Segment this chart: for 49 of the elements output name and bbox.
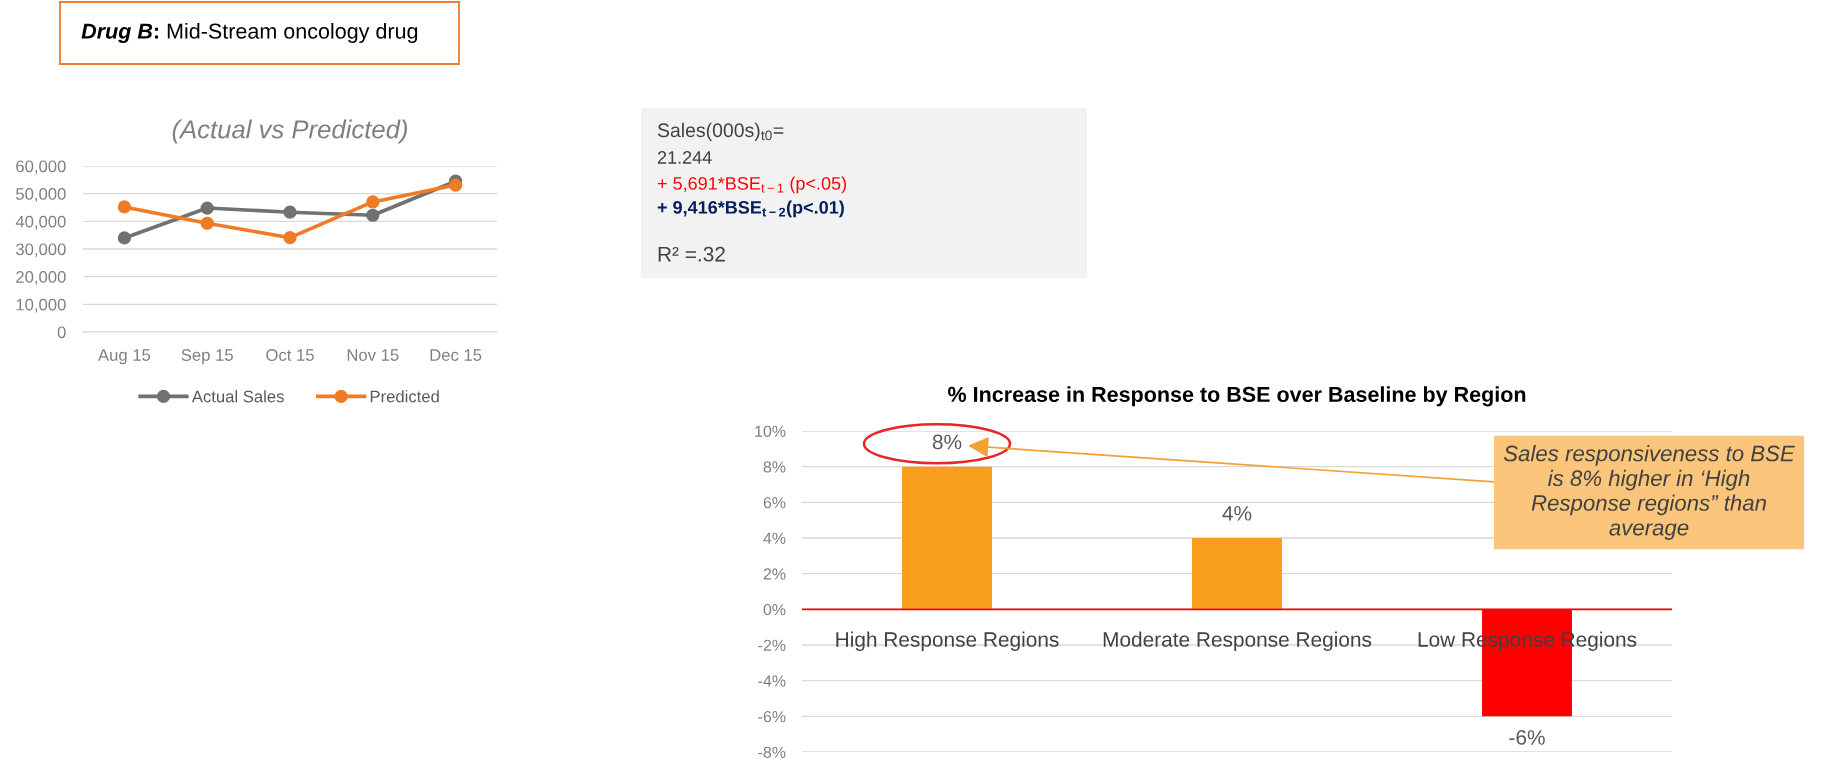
- y-tick-label: -4%: [758, 675, 786, 687]
- y-tick-label: -6%: [758, 710, 786, 723]
- point: [366, 208, 380, 222]
- data-label: 4%: [1222, 506, 1252, 521]
- y-tick-label: -8%: [758, 746, 786, 758]
- x-tick-label: High Response Regions: [836, 631, 1059, 651]
- x-tick-label: Aug 15: [98, 349, 151, 365]
- y-tick-label: 2%: [763, 568, 786, 580]
- bar: [1192, 538, 1282, 610]
- annotation: Sales responsiveness to BSE is 8% higher in ‘High Response regions” than average: [1503, 445, 1795, 540]
- point: [366, 195, 380, 209]
- x-tick-label: Dec 15: [430, 349, 482, 361]
- x-tick-label: Moderate Response Regions: [1103, 631, 1372, 651]
- text: Sales(000s)$_{t0}$=: [657, 122, 784, 141]
- point: [117, 231, 131, 245]
- point: [117, 200, 131, 214]
- y-tick-label: 10,000: [16, 298, 66, 313]
- chart-title: % Increase in Response to BSE over Baseline by Region: [948, 386, 1526, 407]
- text: + 5,691*BSE$_{t−1}$ (p<.05): [657, 176, 846, 194]
- text: Drug B: Mid-Stream oncology drug: [81, 22, 418, 44]
- y-tick-label: 20,000: [16, 271, 66, 285]
- y-tick-label: 0%: [763, 603, 786, 616]
- bar: [902, 466, 992, 610]
- y-tick-label: -2%: [758, 639, 786, 651]
- y-tick-label: 6%: [763, 496, 786, 509]
- y-tick-label: 50,000: [16, 188, 66, 202]
- x-tick-label: Oct 15: [266, 349, 314, 361]
- y-tick-label: 8%: [763, 461, 786, 473]
- y-tick-label: 4%: [763, 532, 786, 544]
- data-label: 8%: [932, 434, 962, 450]
- x-tick-label: Nov 15: [347, 349, 399, 361]
- chart-title: (Actual vs Predicted): [172, 119, 407, 144]
- y-tick-label: 0: [57, 326, 66, 339]
- x-tick-label: Sep 15: [181, 349, 233, 365]
- legend-label: Actual Sales: [191, 390, 284, 403]
- text: R² =.32: [658, 246, 725, 262]
- y-tick-label: 10%: [755, 425, 786, 437]
- point: [283, 205, 297, 219]
- y-tick-label: 60,000: [16, 160, 66, 175]
- y-tick-label: 30,000: [16, 243, 66, 258]
- point: [449, 178, 463, 192]
- data-label: -6%: [1509, 730, 1545, 745]
- point: [200, 216, 214, 230]
- legend-label: Predicted: [370, 390, 439, 403]
- text: 21.244: [657, 151, 712, 164]
- y-tick-label: 40,000: [15, 215, 66, 230]
- point: [283, 231, 297, 245]
- point: [200, 201, 214, 215]
- text: + 9,416*BSE$_{t−2}$(p<.01): [657, 200, 844, 218]
